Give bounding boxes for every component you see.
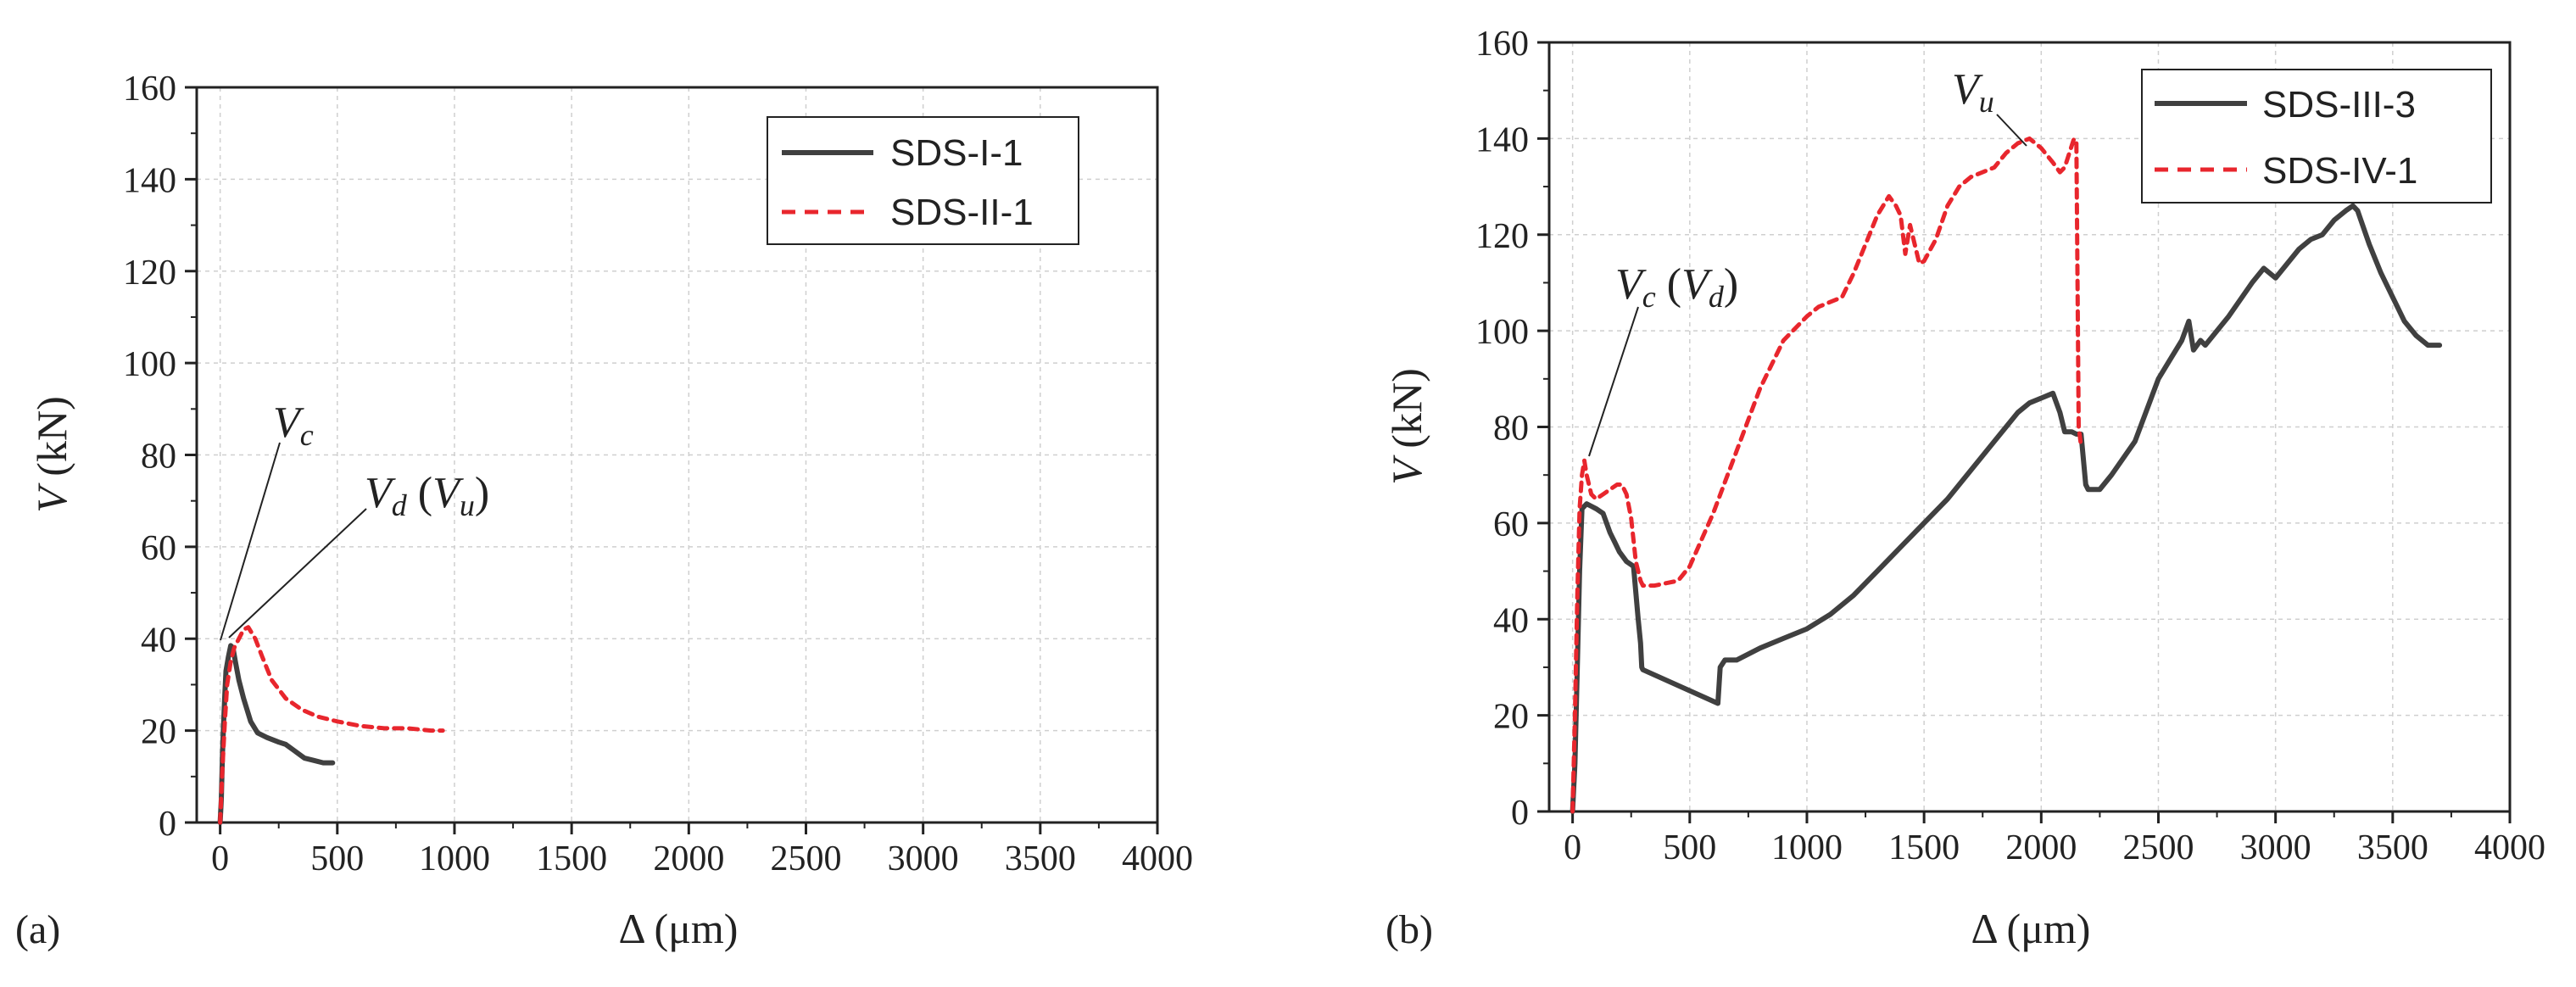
annotation-vd-vu-a: Vd (Vu) bbox=[365, 469, 489, 522]
x-tick-label-a: 3500 bbox=[1005, 839, 1076, 878]
leader-line-vc-a bbox=[220, 442, 281, 641]
y-tick-label-b: 0 bbox=[1511, 794, 1529, 833]
y-tick-label-a: 100 bbox=[123, 345, 176, 384]
panel-label-b: (b) bbox=[1386, 907, 1433, 952]
ticks-a: 0 500 1000 1500 2000 2500 3000 3500 4000 0 20 40 60 8… bbox=[123, 70, 1193, 878]
y-tick-label-a: 160 bbox=[123, 70, 176, 109]
series-a bbox=[217, 625, 445, 825]
y-tick-label-b: 100 bbox=[1475, 313, 1529, 352]
x-tick-label-b: 2000 bbox=[2005, 828, 2077, 867]
x-tick-label-a: 1000 bbox=[419, 839, 490, 878]
y-tick-label-a: 0 bbox=[159, 805, 176, 844]
y-tick-label-a: 60 bbox=[141, 529, 176, 568]
y-axis-title-b: V (kN) bbox=[1383, 368, 1430, 484]
leader-line-vu-b bbox=[1996, 114, 2027, 147]
y-tick-label-b: 80 bbox=[1493, 410, 1529, 449]
x-tick-label-a: 2500 bbox=[770, 839, 841, 878]
x-tick-label-a: 2000 bbox=[653, 839, 724, 878]
annotation-vc-a: Vc bbox=[273, 399, 314, 452]
annotation-vu-b: Vu bbox=[1952, 65, 1994, 119]
x-axis-title-b: Δ (μm) bbox=[1971, 905, 2091, 952]
x-tick-label-a: 4000 bbox=[1122, 839, 1193, 878]
x-axis-title-a: Δ (μm) bbox=[619, 905, 739, 952]
series-line-sds-i-1 bbox=[217, 643, 336, 825]
y-tick-label-a: 40 bbox=[141, 621, 176, 660]
leader-line-vc-b bbox=[1588, 306, 1639, 457]
y-tick-label-a: 120 bbox=[123, 254, 176, 293]
series-line-sds-ii-1 bbox=[218, 625, 445, 825]
y-tick-label-a: 140 bbox=[123, 161, 176, 200]
legend-label-sds-iv-1: SDS-IV-1 bbox=[2262, 150, 2417, 192]
legend-label-sds-i-1: SDS-I-1 bbox=[890, 132, 1023, 174]
y-tick-label-b: 20 bbox=[1493, 698, 1529, 737]
x-tick-label-b: 3500 bbox=[2357, 828, 2428, 867]
legend-b: SDS-III-3 SDS-IV-1 bbox=[2141, 69, 2492, 204]
y-tick-label-a: 80 bbox=[141, 438, 176, 477]
x-tick-label-b: 1500 bbox=[1888, 828, 1960, 867]
x-tick-label-a: 500 bbox=[310, 839, 364, 878]
series-line-sds-iii-3 bbox=[1570, 203, 2443, 814]
y-tick-label-a: 20 bbox=[141, 713, 176, 752]
x-tick-label-a: 0 bbox=[211, 839, 229, 878]
y-axis-title-a: V (kN) bbox=[28, 396, 75, 512]
panel-a: 0 500 1000 1500 2000 2500 3000 3500 4000 0 20 40 60 8… bbox=[15, 70, 1193, 952]
panel-label-a: (a) bbox=[15, 907, 60, 952]
legend-a: SDS-I-1 SDS-II-1 bbox=[767, 116, 1079, 245]
legend-box-a bbox=[767, 116, 1079, 245]
ticks-b: 0 500 1000 1500 2000 2500 3000 3500 4000 0 20 40 60 8… bbox=[1475, 25, 2545, 867]
x-tick-label-b: 2500 bbox=[2122, 828, 2194, 867]
x-tick-label-b: 500 bbox=[1663, 828, 1716, 867]
x-tick-label-a: 3000 bbox=[888, 839, 959, 878]
annotation-vc-vd-b: Vc (Vd) bbox=[1615, 260, 1738, 314]
legend-label-sds-ii-1: SDS-II-1 bbox=[890, 192, 1034, 233]
x-tick-label-b: 0 bbox=[1564, 828, 1581, 867]
leader-line-vd-a bbox=[228, 508, 367, 638]
y-tick-label-b: 160 bbox=[1475, 25, 1529, 64]
series-line-sds-iv-1 bbox=[1570, 136, 2083, 814]
annotations-b: Vc (Vd) Vu bbox=[1588, 65, 2027, 457]
x-tick-label-b: 4000 bbox=[2474, 828, 2545, 867]
x-tick-label-b: 1000 bbox=[1771, 828, 1843, 867]
y-tick-label-b: 120 bbox=[1475, 217, 1529, 256]
panel-b: 0 500 1000 1500 2000 2500 3000 3500 4000 0 20 40 60 8… bbox=[1383, 25, 2545, 952]
y-tick-label-b: 40 bbox=[1493, 601, 1529, 640]
legend-label-sds-iii-3: SDS-III-3 bbox=[2262, 84, 2416, 125]
annotations-a: Vc Vd (Vu) bbox=[220, 399, 489, 641]
x-tick-label-a: 1500 bbox=[536, 839, 607, 878]
x-tick-label-b: 3000 bbox=[2240, 828, 2311, 867]
y-tick-label-b: 60 bbox=[1493, 505, 1529, 544]
series-b bbox=[1570, 136, 2443, 814]
legend-box-b bbox=[2141, 69, 2492, 204]
y-tick-label-b: 140 bbox=[1475, 120, 1529, 159]
